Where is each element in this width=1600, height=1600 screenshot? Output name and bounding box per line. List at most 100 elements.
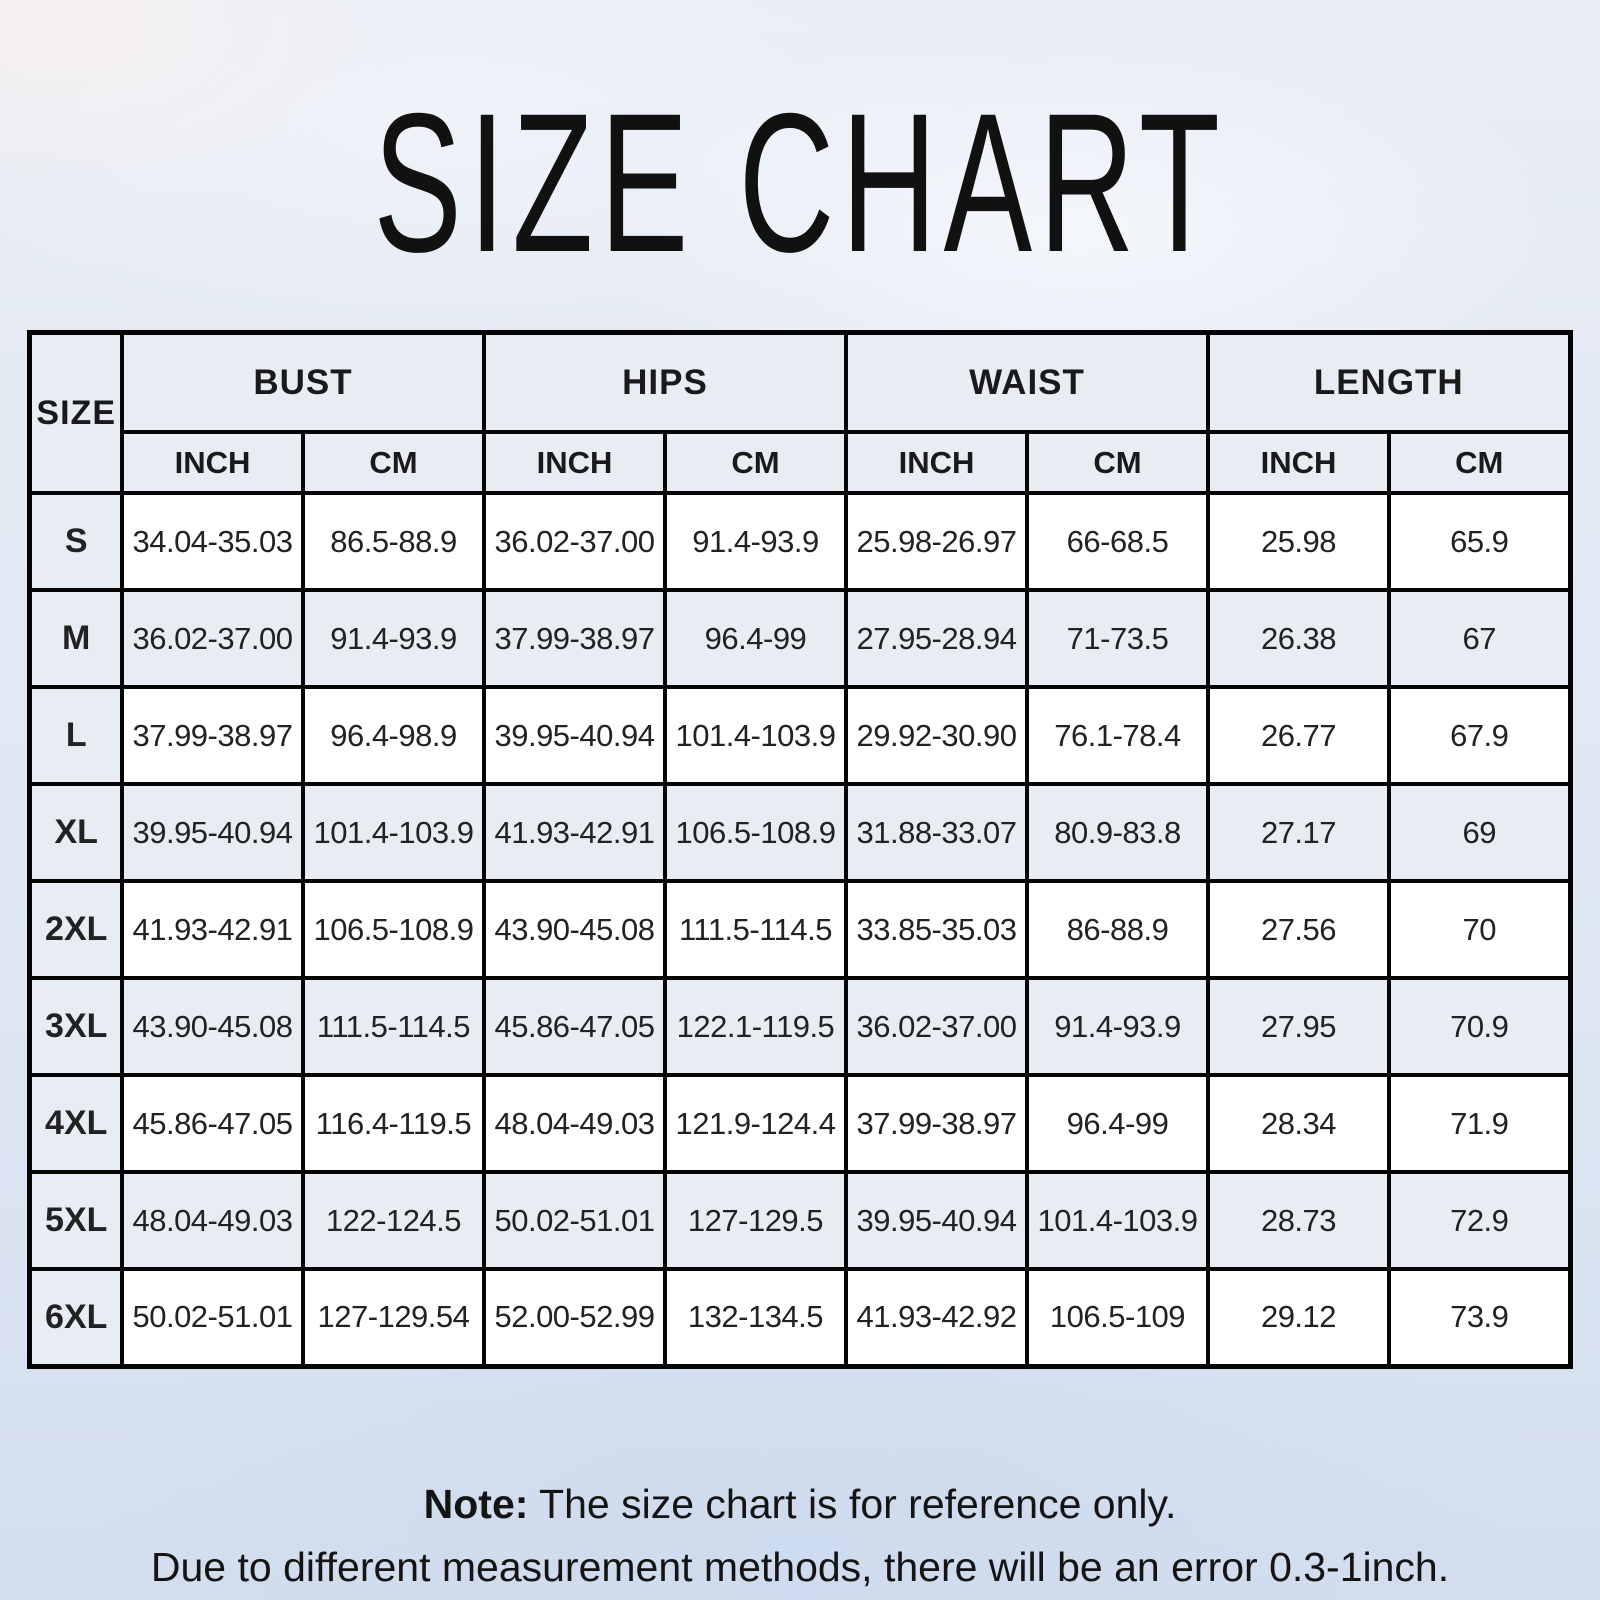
data-cell: 91.4-93.9 bbox=[1024, 976, 1211, 1077]
data-cell: 122-124.5 bbox=[300, 1170, 486, 1271]
data-cell: 48.04-49.03 bbox=[119, 1170, 305, 1271]
data-cell: 36.02-37.00 bbox=[481, 491, 667, 592]
note-line-2: Due to different measurement methods, th… bbox=[150, 1544, 1450, 1591]
data-cell: 29.92-30.90 bbox=[843, 685, 1029, 786]
data-cell: 121.9-124.4 bbox=[662, 1073, 848, 1174]
size-cell: M bbox=[27, 588, 124, 689]
data-cell: 25.98-26.97 bbox=[843, 491, 1029, 592]
data-cell: 27.56 bbox=[1206, 879, 1391, 980]
data-cell: 45.86-47.05 bbox=[481, 976, 667, 1077]
data-cell: 34.04-35.03 bbox=[119, 491, 305, 592]
table-row: 3XL 43.90-45.08 111.5-114.5 45.86-47.05 122.… bbox=[27, 976, 1573, 1077]
data-cell: 86.5-88.9 bbox=[300, 491, 486, 592]
table-row: L 37.99-38.97 96.4-98.9 39.95-40.94 101.4-10… bbox=[27, 685, 1573, 786]
unit-header-waist-inch: INCH bbox=[843, 430, 1029, 495]
data-cell: 71.9 bbox=[1386, 1073, 1573, 1174]
size-cell: 3XL bbox=[27, 976, 124, 1077]
size-cell: XL bbox=[27, 782, 124, 883]
data-cell: 41.93-42.91 bbox=[481, 782, 667, 883]
data-cell: 50.02-51.01 bbox=[119, 1267, 305, 1368]
data-cell: 65.9 bbox=[1386, 491, 1573, 592]
data-cell: 37.99-38.97 bbox=[119, 685, 305, 786]
data-cell: 39.95-40.94 bbox=[843, 1170, 1029, 1271]
data-cell: 96.4-99 bbox=[662, 588, 848, 689]
size-cell: 4XL bbox=[27, 1073, 124, 1174]
data-cell: 96.4-99 bbox=[1024, 1073, 1211, 1174]
table-header: SIZE BUST HIPS WAIST LENGTH INCH CM INCH… bbox=[27, 330, 1573, 495]
data-cell: 101.4-103.9 bbox=[300, 782, 486, 883]
data-cell: 41.93-42.91 bbox=[119, 879, 305, 980]
data-cell: 27.95 bbox=[1206, 976, 1391, 1077]
size-cell: L bbox=[27, 685, 124, 786]
data-cell: 101.4-103.9 bbox=[1024, 1170, 1211, 1271]
note-line-1: Note: The size chart is for reference on… bbox=[0, 1473, 1600, 1537]
data-cell: 127-129.54 bbox=[300, 1267, 486, 1368]
data-cell: 127-129.5 bbox=[662, 1170, 848, 1271]
data-cell: 116.4-119.5 bbox=[300, 1073, 486, 1174]
table-row: S 34.04-35.03 86.5-88.9 36.02-37.00 91.4-93.… bbox=[27, 491, 1573, 592]
table-row: 4XL 45.86-47.05 116.4-119.5 48.04-49.03 121.… bbox=[27, 1073, 1573, 1174]
data-cell: 45.86-47.05 bbox=[119, 1073, 305, 1174]
size-cell: 6XL bbox=[27, 1267, 124, 1368]
data-cell: 37.99-38.97 bbox=[843, 1073, 1029, 1174]
header-group-row: SIZE BUST HIPS WAIST LENGTH bbox=[27, 330, 1573, 495]
data-cell: 71-73.5 bbox=[1024, 588, 1211, 689]
column-header-bust: BUST bbox=[119, 330, 486, 434]
header-unit-row: INCH CM INCH CM INCH CM INCH CM bbox=[30, 430, 1573, 495]
data-cell: 70.9 bbox=[1386, 976, 1573, 1077]
data-cell: 76.1-78.4 bbox=[1024, 685, 1211, 786]
data-cell: 33.85-35.03 bbox=[843, 879, 1029, 980]
note-text: Note: The size chart is for reference on… bbox=[0, 1473, 1600, 1600]
data-cell: 50.02-51.01 bbox=[481, 1170, 667, 1271]
column-header-length: LENGTH bbox=[1205, 330, 1573, 434]
unit-header-waist-cm: CM bbox=[1024, 430, 1211, 495]
data-cell: 66-68.5 bbox=[1024, 491, 1211, 592]
data-cell: 28.34 bbox=[1206, 1073, 1391, 1174]
data-cell: 91.4-93.9 bbox=[662, 491, 848, 592]
unit-header-length-inch: INCH bbox=[1206, 430, 1391, 495]
size-cell: 2XL bbox=[27, 879, 124, 980]
data-cell: 96.4-98.9 bbox=[300, 685, 486, 786]
data-cell: 37.99-38.97 bbox=[481, 588, 667, 689]
data-cell: 91.4-93.9 bbox=[300, 588, 486, 689]
data-cell: 31.88-33.07 bbox=[843, 782, 1029, 883]
size-chart-table: SIZE BUST HIPS WAIST LENGTH INCH CM INCH… bbox=[27, 330, 1573, 1369]
unit-header-bust-cm: CM bbox=[300, 430, 486, 495]
column-header-waist: WAIST bbox=[843, 330, 1211, 434]
data-cell: 52.00-52.99 bbox=[481, 1267, 667, 1368]
data-cell: 29.12 bbox=[1206, 1267, 1391, 1368]
note-line-1-rest: The size chart is for reference only. bbox=[528, 1480, 1177, 1527]
data-cell: 41.93-42.92 bbox=[843, 1267, 1029, 1368]
data-cell: 106.5-109 bbox=[1024, 1267, 1211, 1368]
data-cell: 39.95-40.94 bbox=[481, 685, 667, 786]
table-row: 5XL 48.04-49.03 122-124.5 50.02-51.01 127-12… bbox=[27, 1170, 1573, 1271]
data-cell: 86-88.9 bbox=[1024, 879, 1211, 980]
data-cell: 73.9 bbox=[1386, 1267, 1573, 1368]
data-cell: 43.90-45.08 bbox=[481, 879, 667, 980]
data-cell: 48.04-49.03 bbox=[481, 1073, 667, 1174]
unit-header-hips-inch: INCH bbox=[481, 430, 667, 495]
data-cell: 27.95-28.94 bbox=[843, 588, 1029, 689]
data-cell: 101.4-103.9 bbox=[662, 685, 848, 786]
data-cell: 72.9 bbox=[1386, 1170, 1573, 1271]
unit-header-bust-inch: INCH bbox=[119, 430, 305, 495]
table-body: S 34.04-35.03 86.5-88.9 36.02-37.00 91.4-93.… bbox=[27, 491, 1573, 1368]
unit-header-hips-cm: CM bbox=[662, 430, 848, 495]
data-cell: 27.17 bbox=[1206, 782, 1391, 883]
data-cell: 69 bbox=[1386, 782, 1573, 883]
column-header-size: SIZE bbox=[27, 330, 124, 495]
data-cell: 67 bbox=[1386, 588, 1573, 689]
data-cell: 70 bbox=[1386, 879, 1573, 980]
table-row: XL 39.95-40.94 101.4-103.9 41.93-42.91 106.5… bbox=[27, 782, 1573, 883]
data-cell: 111.5-114.5 bbox=[300, 976, 486, 1077]
table-row: 2XL 41.93-42.91 106.5-108.9 43.90-45.08 111.… bbox=[27, 879, 1573, 980]
data-cell: 43.90-45.08 bbox=[119, 976, 305, 1077]
page-title: SIZE CHART bbox=[373, 72, 1227, 293]
data-cell: 25.98 bbox=[1206, 491, 1391, 592]
data-cell: 67.9 bbox=[1386, 685, 1573, 786]
size-cell: 5XL bbox=[27, 1170, 124, 1271]
data-cell: 122.1-119.5 bbox=[662, 976, 848, 1077]
data-cell: 36.02-37.00 bbox=[843, 976, 1029, 1077]
note-label: Note: bbox=[423, 1480, 529, 1527]
